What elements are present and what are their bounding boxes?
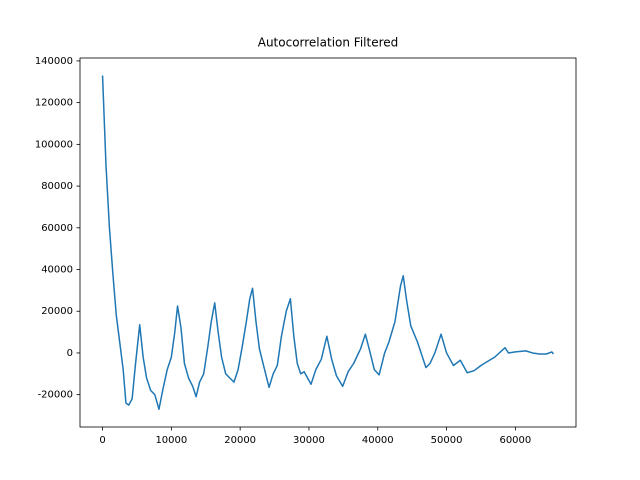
x-tick-label: 60000 (499, 435, 531, 446)
x-tick-label: 20000 (224, 435, 256, 446)
x-tick-label: 0 (99, 435, 105, 446)
y-tick-label: 60000 (41, 223, 73, 234)
y-tick-label: -20000 (38, 390, 73, 401)
y-tick-label: 0 (67, 348, 73, 359)
y-tick-label: 80000 (41, 181, 73, 192)
x-tick-label: 30000 (293, 435, 325, 446)
data-line (101, 75, 555, 411)
y-tick-label: 100000 (35, 139, 73, 150)
y-tick-label: 120000 (35, 98, 73, 109)
x-tick-label: 50000 (431, 435, 463, 446)
chart-title: Autocorrelation Filtered (258, 36, 399, 50)
x-tick-label: 40000 (362, 435, 394, 446)
axes-frame (79, 57, 577, 428)
x-tick-label: 10000 (155, 435, 187, 446)
y-tick-label: 40000 (41, 265, 73, 276)
y-tick-label: 140000 (35, 56, 73, 67)
y-tick-label: 20000 (41, 306, 73, 317)
